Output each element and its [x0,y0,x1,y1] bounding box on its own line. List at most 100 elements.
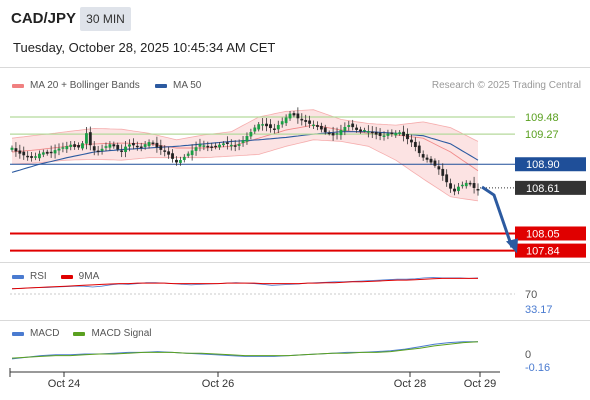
candle-body [186,153,190,156]
candle-body [284,117,288,124]
candle-body [406,134,409,140]
candle-body [374,132,378,135]
legend-rsi-ma-label: 9MA [78,271,100,282]
candle-body [128,144,131,147]
header-divider [0,67,590,68]
candle-body [88,132,92,146]
candle-body [92,146,96,151]
candle-body [171,153,174,159]
legend-macd: MACD MACD Signal [12,328,151,339]
candle-body [363,129,366,132]
candle-body [218,144,221,148]
candle-body [202,145,206,147]
candle-body [41,152,45,155]
candle-body [229,144,233,147]
candle-body [198,144,202,147]
candle-body [159,145,163,150]
candle-body [339,130,343,136]
forecast-arrowhead [506,238,518,254]
candle-body [34,156,37,158]
candle-body [265,123,268,127]
macd-signal-line [11,341,479,359]
candle-body [206,145,210,148]
candle-body [441,168,445,176]
legend-ma50: MA 50 [155,80,201,91]
candle-body [425,157,429,160]
ma50-swatch [155,83,167,88]
candle-body [402,131,406,136]
candle-body [272,128,276,130]
candle-body [225,142,229,144]
candle-body [84,133,88,144]
candle-body [464,182,468,187]
candle-body [210,146,214,148]
candle-body [288,113,292,119]
legend-rsi-label: RSI [30,271,47,282]
candle-body [73,144,77,147]
candle-body [249,132,253,137]
pivot-tag [515,157,586,172]
candle-body [233,145,237,147]
candle-body [304,119,308,122]
candle-body [18,150,22,154]
rsi-last-value: 33.17 [525,304,553,316]
candle-body [269,124,272,129]
candle-body [26,155,30,158]
macd-signal-swatch [73,331,86,336]
candle-body [378,132,382,136]
candle-body [10,147,14,150]
bollinger-upper-line [11,109,479,142]
candle-body [292,113,296,116]
candle-body [112,144,116,147]
legend-macd-signal-label: MACD Signal [91,328,152,339]
candle-body [151,142,155,144]
rsi-tick-70: 70 [525,289,537,301]
candle-body [390,132,394,134]
symbol-title: CAD/JPY [11,10,77,27]
candle-body [319,125,323,130]
last-price-label: 108.61 [526,183,560,195]
support-label: 108.05 [526,228,560,240]
rsi-swatch [12,274,24,279]
candle-body [104,146,108,148]
candle-body [261,124,265,126]
candle-body [45,151,49,154]
rsi-ma-line [11,277,478,290]
legend-rsi: RSI 9MA [12,271,99,282]
candle-body [214,145,218,148]
candle-body [410,139,413,143]
candle-body [131,142,135,146]
candle-body [347,125,351,127]
candle-body [245,136,249,142]
candle-body [190,150,194,156]
candle-body [175,159,178,163]
candle-body [65,146,69,150]
timeframe-badge[interactable]: 30 MIN [80,7,131,31]
candle-body [331,133,335,136]
candle-body [253,127,257,132]
candle-body [449,183,452,189]
candle-body [382,135,386,137]
candle-body [139,146,143,148]
candle-body [14,148,18,152]
candle-body [472,183,476,188]
candle-body [300,118,304,121]
support-label: 107.84 [526,246,560,258]
candle-body [30,156,33,158]
candle-body [124,146,127,153]
price-panel-divider [0,262,590,263]
candle-body [96,150,100,153]
candle-body [445,174,449,183]
macd-tick-0: 0 [525,349,531,361]
macd-last-value: -0.16 [525,362,550,374]
candle-body [100,148,104,151]
candle-body [135,145,139,148]
resistance-label: 109.27 [525,129,559,141]
rsi-panel-divider [0,320,590,321]
legend-ma50-label: MA 50 [173,80,202,91]
candle-body [61,147,65,149]
candle-body [77,145,80,148]
candle-body [433,160,437,166]
candle-body [120,150,124,152]
